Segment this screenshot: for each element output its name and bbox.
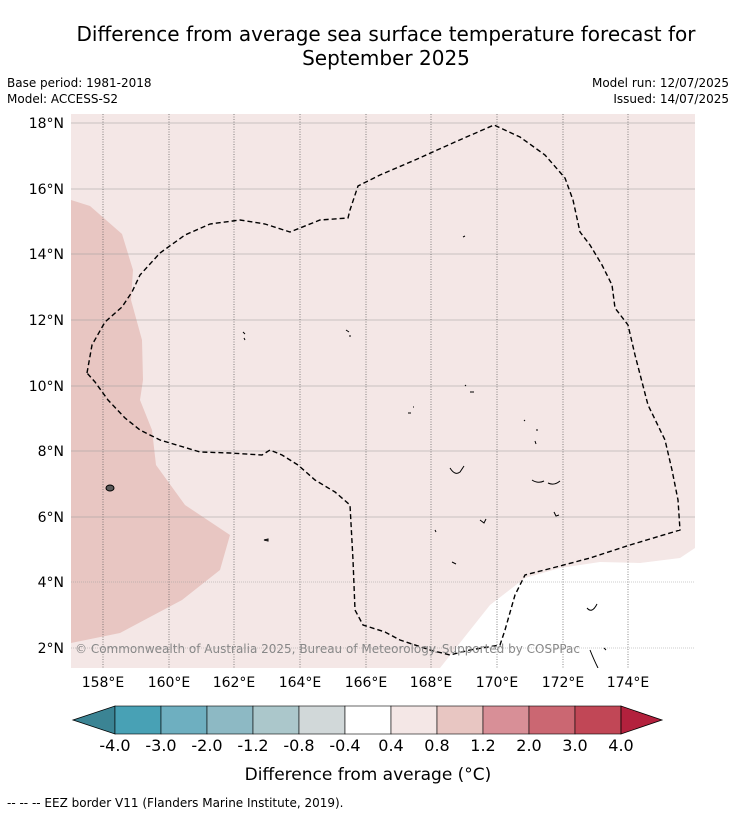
colorbar-swatch bbox=[482, 705, 530, 735]
colorbar-tick-label: 2.0 bbox=[516, 736, 541, 755]
colorbar: -4.0 -3.0 -2.0 -1.2 -0.8 -0.4 0.4 0.8 1.2 2.0 3.0 4… bbox=[71, 705, 664, 755]
base-period: Base period: 1981-2018 bbox=[7, 76, 152, 90]
colorbar-swatch bbox=[160, 705, 208, 735]
map-area: © Commonwealth of Australia 2025, Bureau… bbox=[71, 114, 695, 668]
lat-tick-label: 12°N bbox=[29, 313, 64, 329]
lon-tick-label: 158°E bbox=[82, 675, 125, 691]
lat-tick-label: 4°N bbox=[38, 575, 64, 591]
colorbar-swatch bbox=[436, 705, 484, 735]
lat-tick-label: 18°N bbox=[29, 116, 64, 132]
model-run: Model run: 12/07/2025 bbox=[591, 76, 729, 90]
lon-tick-label: 168°E bbox=[410, 675, 453, 691]
issued-date: Issued: 14/07/2025 bbox=[613, 92, 729, 106]
meta-right: Model run: 12/07/2025 Issued: 14/07/2025 bbox=[592, 75, 729, 107]
colorbar-swatch bbox=[344, 705, 392, 735]
longitude-tick-labels: 158°E 160°E 162°E 164°E 166°E 168°E 170°… bbox=[82, 675, 650, 691]
colorbar-tick-label: -1.2 bbox=[237, 736, 268, 755]
lon-tick-label: 166°E bbox=[345, 675, 388, 691]
lon-tick-label: 172°E bbox=[542, 675, 585, 691]
colorbar-tick-label: -0.4 bbox=[329, 736, 360, 755]
copyright-text: © Commonwealth of Australia 2025, Bureau… bbox=[75, 642, 580, 656]
colorbar-swatch bbox=[528, 705, 576, 735]
lon-tick-label: 162°E bbox=[213, 675, 256, 691]
colorbar-swatch bbox=[114, 705, 162, 735]
anomaly-region-near-average bbox=[440, 548, 695, 668]
colorbar-tick-label: 1.2 bbox=[470, 736, 495, 755]
lat-tick-label: 8°N bbox=[38, 444, 64, 460]
lat-tick-label: 14°N bbox=[29, 247, 64, 263]
title-line-2: September 2025 bbox=[302, 46, 470, 70]
map-title: Difference from average sea surface temp… bbox=[40, 22, 732, 70]
colorbar-extend-high bbox=[620, 705, 664, 735]
eez-footnote: -- -- -- EEZ border V11 (Flanders Marine… bbox=[7, 796, 344, 810]
lat-tick-label: 2°N bbox=[38, 641, 64, 657]
colorbar-tick-label: 0.8 bbox=[424, 736, 449, 755]
latitude-gridlines bbox=[71, 122, 695, 649]
colorbar-swatch bbox=[390, 705, 438, 735]
colorbar-tick-label: -0.8 bbox=[283, 736, 314, 755]
colorbar-swatch bbox=[206, 705, 254, 735]
latitude-tick-labels: 18°N 16°N 14°N 12°N 10°N 8°N 6°N 4°N 2°N bbox=[29, 116, 64, 657]
lon-tick-label: 174°E bbox=[607, 675, 650, 691]
model-name: Model: ACCESS-S2 bbox=[7, 92, 119, 106]
lon-tick-label: 164°E bbox=[279, 675, 322, 691]
colorbar-swatch bbox=[252, 705, 300, 735]
anomaly-region-0.8-1.2 bbox=[71, 200, 230, 643]
colorbar-title: Difference from average (°C) bbox=[245, 765, 492, 785]
colorbar-swatch bbox=[574, 705, 622, 735]
lon-tick-label: 170°E bbox=[476, 675, 519, 691]
eez-border bbox=[86, 124, 681, 656]
colorbar-tick-label: 3.0 bbox=[562, 736, 587, 755]
colorbar-tick-label: -4.0 bbox=[99, 736, 130, 755]
colorbar-tick-label: 4.0 bbox=[608, 736, 633, 755]
lat-tick-label: 10°N bbox=[29, 379, 64, 395]
lon-tick-label: 160°E bbox=[148, 675, 191, 691]
colorbar-tick-label: -2.0 bbox=[191, 736, 222, 755]
meta-left: Base period: 1981-2018 Model: ACCESS-S2 bbox=[7, 75, 152, 107]
lat-tick-label: 6°N bbox=[38, 510, 64, 526]
colorbar-tick-label: 0.4 bbox=[378, 736, 403, 755]
colorbar-tick-label: -3.0 bbox=[145, 736, 176, 755]
title-line-1: Difference from average sea surface temp… bbox=[76, 22, 696, 46]
colorbar-extend-low bbox=[71, 705, 116, 735]
colorbar-swatch bbox=[298, 705, 346, 735]
islands bbox=[105, 235, 607, 668]
lat-tick-label: 16°N bbox=[29, 182, 64, 198]
